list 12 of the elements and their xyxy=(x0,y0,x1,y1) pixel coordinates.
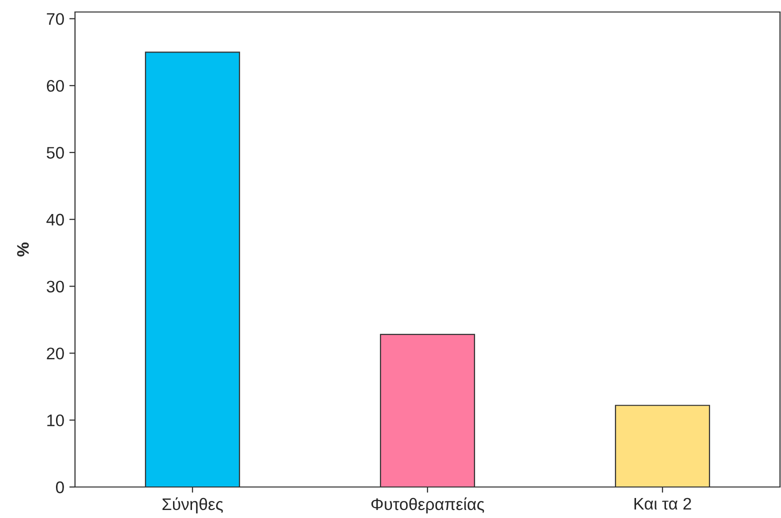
y-axis-title: % xyxy=(17,242,29,256)
y-tick-label: 70 xyxy=(46,13,64,25)
x-tick-label: Και τα 2 xyxy=(634,498,692,510)
y-tick-label: 0 xyxy=(56,481,64,494)
x-tick-label: Φυτοθεραπείας xyxy=(371,497,484,514)
y-tick-label: 30 xyxy=(46,280,64,292)
y-tick-label: 40 xyxy=(46,214,64,226)
y-tick-label: 60 xyxy=(46,80,64,92)
x-tick-label: Σύνηθες xyxy=(162,497,223,514)
y-tick-label: 50 xyxy=(46,146,64,159)
y-tick-label: 10 xyxy=(47,414,64,426)
y-tick-label: 20 xyxy=(46,348,64,360)
